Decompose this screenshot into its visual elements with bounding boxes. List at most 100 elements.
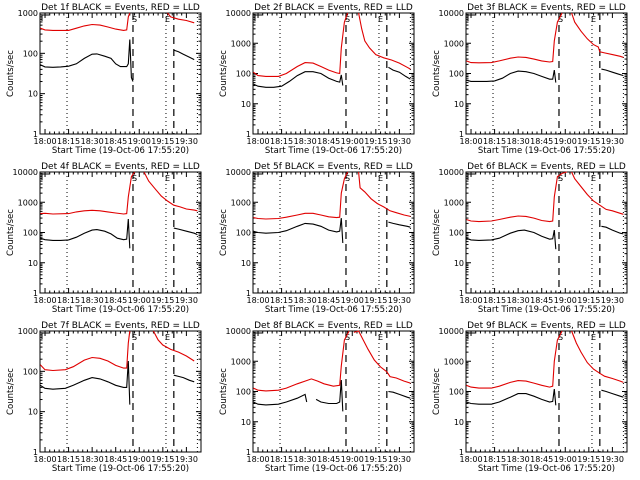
series-lld-line xyxy=(252,12,349,77)
plot-frame xyxy=(39,171,202,294)
series-events-line xyxy=(40,218,131,249)
series-lld-line xyxy=(358,171,411,217)
series-lld-line xyxy=(167,12,195,24)
y-tick-label: 10000 xyxy=(226,9,251,18)
x-tick-label: 19:15 xyxy=(151,296,174,305)
y-tick-label: 1000 xyxy=(444,198,464,207)
x-tick-label: 18:30 xyxy=(294,455,317,464)
x-tick-label: 18:30 xyxy=(81,137,104,146)
x-tick-label: 19:15 xyxy=(151,455,174,464)
series-events-line xyxy=(466,70,557,83)
y-tick-label: 1000 xyxy=(18,9,38,18)
marker-e: E xyxy=(591,333,596,342)
x-tick-label: 18:45 xyxy=(317,137,340,146)
y-tick-label: 1 xyxy=(459,130,464,139)
x-tick-label: 19:15 xyxy=(151,137,174,146)
series-lld-line xyxy=(466,330,563,389)
marker-s: S xyxy=(345,333,350,342)
corner-bracket xyxy=(41,332,50,339)
corner-bracket xyxy=(254,173,263,180)
panel-title: Det 3f BLACK = Events, RED = LLD xyxy=(467,3,626,13)
y-axis-label: Counts/sec xyxy=(432,50,442,97)
series-events-line xyxy=(40,39,134,82)
y-tick-label: 1 xyxy=(246,130,251,139)
series-events-line xyxy=(388,221,411,228)
y-tick-label: 10 xyxy=(241,100,251,109)
y-tick-label: 1000 xyxy=(444,357,464,366)
x-tick-label: 19:00 xyxy=(128,296,151,305)
plot-frame xyxy=(465,12,628,135)
corner-bracket xyxy=(41,14,50,21)
marker-e: E xyxy=(591,174,596,183)
corner-bracket xyxy=(254,332,263,339)
panel-title: Det 6f BLACK = Events, RED = LLD xyxy=(467,162,626,172)
corner-bracket xyxy=(467,14,476,21)
x-axis-label: Start Time (19-Oct-06 17:55:20) xyxy=(478,464,615,474)
x-tick-label: 18:30 xyxy=(294,137,317,146)
x-tick-label: 18:30 xyxy=(507,455,530,464)
y-tick-label: 100 xyxy=(236,229,251,238)
x-axis-label: Start Time (19-Oct-06 17:55:20) xyxy=(478,146,615,156)
panel-det-2: Det 2f BLACK = Events, RED = LLD 1 10 100 10… xyxy=(219,3,415,156)
corner-bracket xyxy=(41,173,50,180)
series-lld-line xyxy=(39,330,131,372)
marker-e: E xyxy=(591,15,596,24)
x-tick-label: 18:15 xyxy=(270,296,293,305)
series-events-line xyxy=(173,49,195,61)
y-tick-label: 1000 xyxy=(231,39,251,48)
plot-frame xyxy=(39,330,202,453)
series-events-line xyxy=(173,374,195,383)
x-tick-label: 19:30 xyxy=(601,296,624,305)
y-axis-label: Counts/sec xyxy=(219,368,229,415)
x-tick-label: 18:30 xyxy=(294,296,317,305)
x-axis-label: Start Time (19-Oct-06 17:55:20) xyxy=(52,305,189,315)
y-tick-label: 1000 xyxy=(18,198,38,207)
y-axis-label: Counts/sec xyxy=(432,209,442,256)
x-axis-label: Start Time (19-Oct-06 17:55:20) xyxy=(265,464,402,474)
x-tick-label: 19:15 xyxy=(364,296,387,305)
x-tick-label: 18:00 xyxy=(246,455,269,464)
y-tick-label: 10 xyxy=(28,90,38,99)
plot-frame xyxy=(465,330,628,453)
x-tick-label: 18:45 xyxy=(104,137,127,146)
y-tick-label: 10000 xyxy=(439,9,464,18)
panel-title: Det 9f BLACK = Events, RED = LLD xyxy=(467,321,626,331)
y-tick-label: 10000 xyxy=(439,327,464,336)
y-tick-label: 10 xyxy=(28,408,38,417)
y-tick-label: 100 xyxy=(449,70,464,79)
y-axis-label: Counts/sec xyxy=(6,368,16,415)
series-events-line xyxy=(253,218,344,244)
x-tick-label: 18:00 xyxy=(246,137,269,146)
panel-det-1: Det 1f BLACK = Events, RED = LLD 1 10 100 10… xyxy=(6,3,202,156)
panel-title: Det 5f BLACK = Events, RED = LLD xyxy=(254,162,413,172)
x-tick-label: 18:00 xyxy=(33,296,56,305)
series-events-line xyxy=(388,66,411,80)
x-tick-label: 19:15 xyxy=(364,455,387,464)
marker-s: S xyxy=(558,333,563,342)
y-tick-label: 10 xyxy=(454,100,464,109)
marker-e: E xyxy=(378,174,383,183)
x-tick-label: 19:00 xyxy=(128,137,151,146)
x-tick-label: 18:15 xyxy=(270,137,293,146)
series-lld-line xyxy=(466,12,563,64)
series-events-line xyxy=(466,229,557,250)
x-tick-label: 18:45 xyxy=(530,137,553,146)
x-axis-label: Start Time (19-Oct-06 17:55:20) xyxy=(52,464,189,474)
y-tick-label: 1 xyxy=(33,448,38,457)
series-lld-line xyxy=(571,171,624,215)
series-lld-line xyxy=(40,171,136,215)
y-tick-label: 10000 xyxy=(439,168,464,177)
x-tick-label: 19:30 xyxy=(388,455,411,464)
y-tick-label: 10 xyxy=(28,259,38,268)
y-tick-label: 1000 xyxy=(231,357,251,366)
series-lld-line xyxy=(143,171,198,212)
marker-e: E xyxy=(165,174,170,183)
series-events-line xyxy=(315,379,344,412)
panel-det-3: Det 3f BLACK = Events, RED = LLD 1 10 100 10… xyxy=(432,3,628,156)
marker-e: E xyxy=(165,15,170,24)
x-tick-label: 19:15 xyxy=(577,296,600,305)
series-events-line xyxy=(253,71,344,88)
y-tick-label: 1000 xyxy=(444,39,464,48)
y-tick-label: 1000 xyxy=(18,327,38,336)
y-tick-label: 10 xyxy=(241,259,251,268)
